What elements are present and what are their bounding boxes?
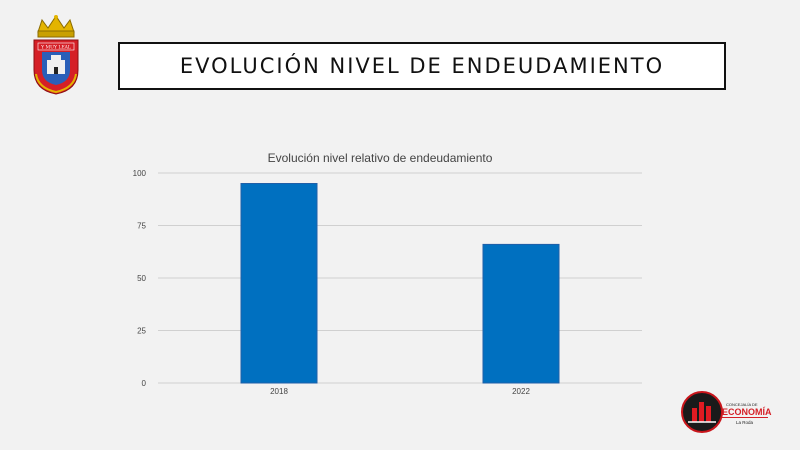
concejalia-economia-logo: CONCEJALÍA DE ECONOMÍA La Roda xyxy=(681,391,772,433)
svg-text:Y MUY LEAL: Y MUY LEAL xyxy=(40,45,71,51)
bar-chart: Evolución nivel relativo de endeudamient… xyxy=(120,140,660,410)
x-tick-label: 2022 xyxy=(512,387,530,396)
bar-2018 xyxy=(240,183,318,384)
economia-logo: CONCEJALÍA DE ECONOMÍA La Roda xyxy=(680,388,776,438)
y-tick-label: 75 xyxy=(137,222,146,231)
y-tick-label: 0 xyxy=(142,379,147,388)
y-tick-label: 25 xyxy=(137,327,146,336)
coat-of-arms: Y MUY LEAL xyxy=(30,14,82,96)
chart-title: Evolución nivel relativo de endeudamient… xyxy=(268,151,493,165)
x-tick-label: 2018 xyxy=(270,387,288,396)
coat-of-arms-icon: Y MUY LEAL xyxy=(33,15,79,95)
svg-text:CONCEJALÍA DE: CONCEJALÍA DE xyxy=(726,402,758,407)
page-title: EVOLUCIÓN NIVEL DE ENDEUDAMIENTO xyxy=(179,54,665,78)
bar-2022 xyxy=(482,243,560,384)
y-tick-label: 50 xyxy=(137,274,146,283)
y-tick-label: 100 xyxy=(133,169,147,178)
title-box: EVOLUCIÓN NIVEL DE ENDEUDAMIENTO xyxy=(118,42,726,90)
svg-text:ECONOMÍA: ECONOMÍA xyxy=(722,407,772,417)
svg-text:La Roda: La Roda xyxy=(736,420,754,425)
chart-svg: Evolución nivel relativo de endeudamient… xyxy=(133,151,642,396)
